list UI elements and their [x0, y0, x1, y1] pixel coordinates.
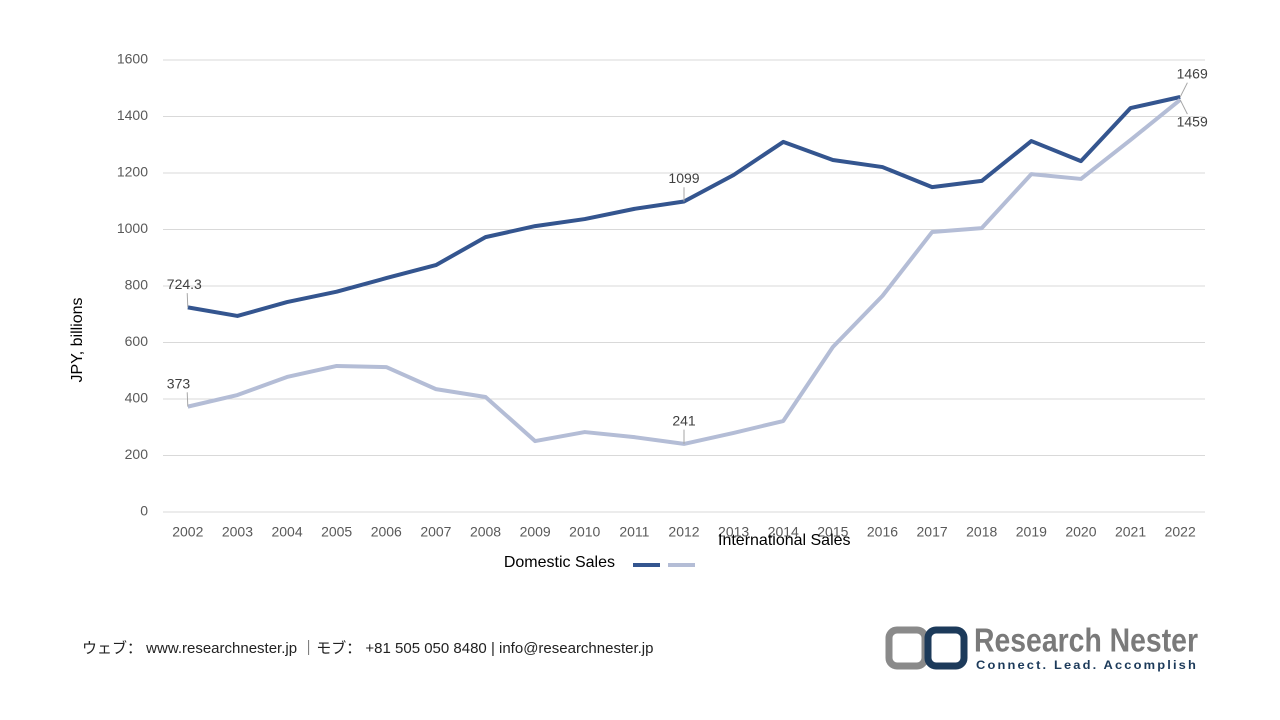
x-tick-label: 2009 — [520, 524, 551, 540]
logo-tagline: Connect. Lead. Accomplish — [976, 658, 1198, 672]
data-label: 1099 — [668, 170, 699, 186]
data-label: 724.3 — [167, 276, 202, 292]
logo-icon — [924, 626, 968, 670]
x-tick-label: 2020 — [1065, 524, 1096, 540]
y-tick-label: 800 — [125, 277, 149, 293]
x-tick-label: 2010 — [569, 524, 600, 540]
x-tick-label: 2013 — [718, 524, 749, 540]
x-tick-label: 2016 — [867, 524, 898, 540]
label-leader — [186, 293, 189, 308]
footer-text: ウェブ： www.researchnester.jp ｜モブ： +81 505 … — [82, 639, 653, 657]
x-tick-label: 2018 — [966, 524, 997, 540]
x-tick-label: 2021 — [1115, 524, 1146, 540]
y-axis-label: JPY, billions — [69, 297, 86, 382]
x-tick-label: 2003 — [222, 524, 253, 540]
logo: Research Nester Connect. Lead. Accomplis… — [885, 622, 1198, 672]
x-tick-label: 2014 — [768, 524, 799, 540]
x-tick-label: 2022 — [1165, 524, 1196, 540]
x-tick-label: 2004 — [271, 524, 302, 540]
y-tick-label: 400 — [125, 390, 149, 406]
x-tick-label: 2015 — [817, 524, 848, 540]
y-tick-label: 600 — [125, 333, 149, 349]
y-tick-label: 1000 — [117, 220, 148, 236]
x-tick-label: 2017 — [917, 524, 948, 540]
line-series — [187, 98, 1182, 446]
x-tick-label: 2006 — [371, 524, 402, 540]
logo-icon — [885, 626, 929, 670]
data-label: 241 — [672, 413, 696, 429]
x-tick-label: 2011 — [619, 524, 649, 540]
x-tick-label: 2008 — [470, 524, 501, 540]
label-leader — [1179, 99, 1188, 115]
y-tick-label: 1600 — [117, 51, 148, 67]
y-tick-label: 200 — [125, 446, 149, 462]
x-tick-label: 2019 — [1016, 524, 1047, 540]
y-tick-label: 1400 — [117, 107, 148, 123]
x-tick-label: 2007 — [420, 524, 451, 540]
label-leader — [186, 392, 189, 407]
data-label: 373 — [167, 375, 191, 391]
data-label: 1469 — [1177, 66, 1208, 82]
x-tick-label: 2005 — [321, 524, 352, 540]
y-tick-label: 1200 — [117, 164, 148, 180]
y-tick-label: 0 — [140, 503, 148, 519]
label-leader — [1179, 82, 1188, 98]
x-tick-label: 2012 — [668, 524, 699, 540]
logo-name: Research Nester — [974, 622, 1198, 659]
x-tick-label: 2002 — [172, 524, 203, 540]
line-series — [187, 95, 1181, 318]
legend-label: International Sales — [718, 532, 851, 549]
data-label: 1459 — [1177, 114, 1208, 130]
legend-label: Domestic Sales — [504, 554, 615, 571]
